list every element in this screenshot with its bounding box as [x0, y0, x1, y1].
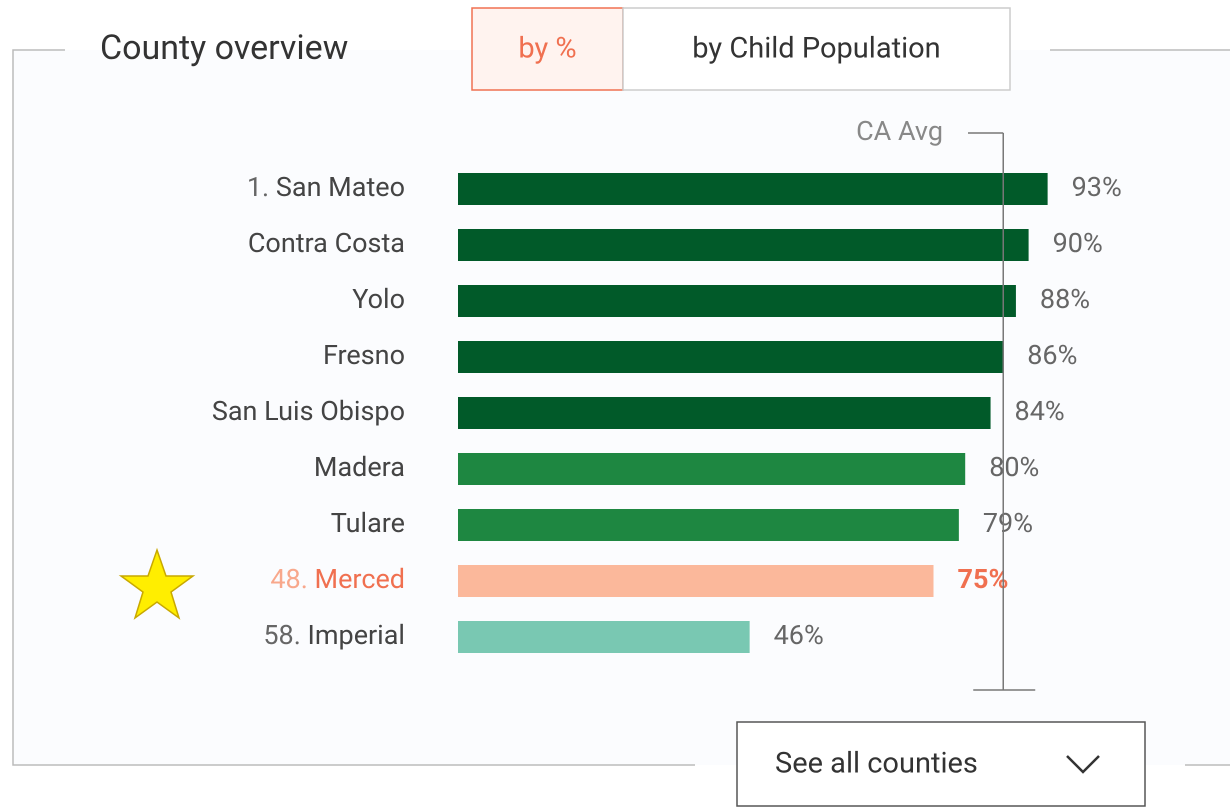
bar [458, 173, 1048, 205]
category-label: Madera [314, 451, 405, 483]
value-label: 79% [983, 507, 1033, 539]
button-label[interactable]: See all counties [775, 747, 978, 781]
tab[interactable] [622, 7, 1011, 91]
bar [458, 453, 966, 485]
county-name: Tulare [331, 507, 405, 539]
tab-label[interactable]: by % [518, 32, 576, 66]
bar [458, 565, 934, 597]
county-name: Yolo [352, 283, 405, 315]
category-label: 48. Merced [270, 563, 405, 595]
bar [458, 341, 1004, 373]
category-label: 1. San Mateo [247, 171, 405, 203]
county-name: Fresno [323, 339, 405, 371]
frame [12, 49, 1230, 766]
button-box[interactable] [736, 721, 1146, 807]
value-label: 86% [1027, 339, 1077, 371]
rank: 48. [270, 563, 314, 595]
bar [458, 397, 991, 429]
rank: 58. [263, 619, 307, 651]
category-label: Fresno [323, 339, 405, 371]
tab-label[interactable]: by Child Population [692, 32, 940, 66]
county-name: Imperial [308, 619, 405, 651]
value-label: 46% [774, 619, 824, 651]
value-label: 75% [958, 563, 1009, 595]
rank: 1. [247, 171, 276, 203]
value-label: 90% [1053, 227, 1103, 259]
value-label: 93% [1072, 171, 1122, 203]
category-label: 58. Imperial [263, 619, 405, 651]
category-label: Tulare [331, 507, 405, 539]
bar [458, 285, 1016, 317]
value-label: 84% [1015, 395, 1065, 427]
chevron [1066, 755, 1100, 774]
see-all-button[interactable]: See all counties [736, 721, 1146, 807]
county-name: San Luis Obispo [212, 395, 405, 427]
value-label: 80% [989, 451, 1039, 483]
county-name: San Mateo [276, 171, 405, 203]
bar [458, 229, 1029, 261]
county-name: Contra Costa [248, 227, 405, 259]
category-label: San Luis Obispo [212, 395, 405, 427]
value-label: 88% [1040, 283, 1090, 315]
bar [458, 621, 750, 653]
reference-label: CA Avg [856, 115, 943, 147]
title: County overview [100, 28, 348, 68]
county-name: Madera [314, 451, 405, 483]
county-name: Merced [315, 563, 405, 595]
bar [458, 509, 959, 541]
frame-left [12, 49, 695, 766]
star-icon [118, 547, 196, 620]
category-label: Contra Costa [248, 227, 405, 259]
category-label: Yolo [352, 283, 405, 315]
tab[interactable] [471, 7, 624, 91]
